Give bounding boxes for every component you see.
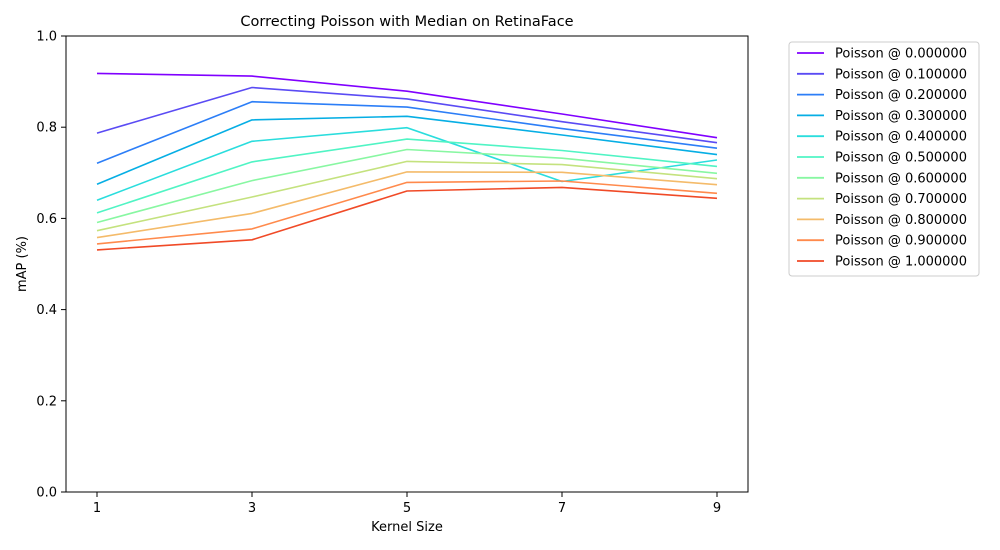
legend-label: Poisson @ 0.500000 [835, 151, 967, 166]
series-line-9 [96, 180, 718, 245]
x-tick-label: 1 [93, 501, 101, 516]
x-axis: 1 3 5 7 9 [93, 492, 721, 516]
plot-frame [65, 35, 749, 493]
x-axis-label: Kernel Size [371, 520, 443, 535]
series-line-10 [96, 186, 718, 251]
series-line-6 [96, 148, 718, 224]
x-tick-label: 5 [403, 501, 411, 516]
legend-label: Poisson @ 0.800000 [835, 213, 967, 228]
x-tick-label: 9 [713, 501, 721, 516]
y-tick-label: 0.2 [36, 394, 57, 409]
x-tick-label: 3 [248, 501, 256, 516]
y-axis: 0.0 0.2 0.4 0.6 0.8 1.0 [36, 30, 66, 501]
series-line-4 [96, 126, 718, 201]
legend-label: Poisson @ 0.000000 [835, 47, 967, 62]
series-line-5 [96, 138, 718, 214]
plot-area [65, 35, 749, 493]
y-axis-label: mAP (%) [15, 236, 30, 292]
legend: Poisson @ 0.000000 Poisson @ 0.100000 Pois… [788, 41, 980, 277]
legend-item: Poisson @ 0.200000 [797, 88, 967, 103]
legend-label: Poisson @ 0.100000 [835, 67, 967, 82]
series-line-1 [96, 86, 718, 144]
legend-item: Poisson @ 0.500000 [797, 151, 967, 166]
y-tick-label: 0.0 [36, 486, 57, 501]
legend-label: Poisson @ 0.300000 [835, 109, 967, 124]
legend-item: Poisson @ 0.700000 [797, 192, 967, 207]
legend-label: Poisson @ 0.900000 [835, 234, 967, 249]
legend-label: Poisson @ 1.000000 [835, 255, 967, 270]
legend-item: Poisson @ 0.600000 [797, 171, 967, 186]
y-tick-label: 1.0 [36, 30, 57, 45]
series-line-7 [96, 160, 718, 232]
y-tick-label: 0.6 [36, 212, 57, 227]
legend-item: Poisson @ 0.000000 [797, 47, 967, 62]
legend-item: Poisson @ 1.000000 [797, 255, 967, 270]
legend-label: Poisson @ 0.200000 [835, 88, 967, 103]
legend-item: Poisson @ 0.400000 [797, 130, 967, 145]
legend-label: Poisson @ 0.400000 [835, 130, 967, 145]
series-line-8 [96, 171, 718, 239]
legend-item: Poisson @ 0.900000 [797, 234, 967, 249]
series-line-2 [96, 100, 718, 164]
legend-item: Poisson @ 0.300000 [797, 109, 967, 124]
y-tick-label: 0.8 [36, 121, 57, 136]
legend-item: Poisson @ 0.100000 [797, 67, 967, 82]
x-tick-label: 7 [558, 501, 566, 516]
legend-item: Poisson @ 0.800000 [797, 213, 967, 228]
series-lines [96, 72, 718, 251]
legend-label: Poisson @ 0.700000 [835, 192, 967, 207]
series-line-3 [96, 115, 718, 185]
y-tick-label: 0.4 [36, 303, 57, 318]
series-line-0 [96, 72, 718, 139]
legend-label: Poisson @ 0.600000 [835, 171, 967, 186]
chart-title: Correcting Poisson with Median on Retina… [240, 14, 573, 30]
legend-frame [788, 41, 980, 277]
